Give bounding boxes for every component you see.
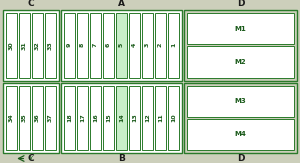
Text: M4: M4 bbox=[235, 131, 246, 137]
Bar bbox=[61, 82, 182, 153]
Bar bbox=[184, 82, 297, 153]
Bar bbox=[103, 86, 114, 150]
Text: 30: 30 bbox=[9, 41, 14, 50]
Bar bbox=[90, 86, 101, 150]
Bar bbox=[187, 119, 294, 150]
Bar bbox=[77, 86, 88, 150]
Bar bbox=[142, 86, 153, 150]
Bar bbox=[90, 13, 101, 77]
Text: 34: 34 bbox=[9, 113, 14, 122]
Text: 32: 32 bbox=[35, 41, 40, 50]
Text: 11: 11 bbox=[158, 113, 163, 122]
Bar bbox=[129, 13, 140, 77]
Text: 10: 10 bbox=[171, 113, 176, 122]
Bar bbox=[187, 13, 294, 44]
Bar bbox=[6, 13, 17, 77]
Bar bbox=[19, 13, 30, 77]
Bar bbox=[64, 86, 75, 150]
Bar bbox=[116, 13, 127, 77]
Text: D: D bbox=[237, 0, 244, 8]
Bar bbox=[103, 13, 114, 77]
Bar bbox=[32, 13, 43, 77]
Bar bbox=[168, 86, 179, 150]
Bar bbox=[184, 10, 297, 81]
Text: 12: 12 bbox=[145, 113, 150, 122]
Text: 16: 16 bbox=[93, 113, 98, 122]
Text: 2: 2 bbox=[158, 43, 163, 47]
Text: M2: M2 bbox=[235, 59, 246, 65]
Text: 9: 9 bbox=[67, 43, 72, 47]
Text: M3: M3 bbox=[235, 98, 246, 104]
Text: 14: 14 bbox=[119, 113, 124, 122]
Text: 6: 6 bbox=[106, 43, 111, 47]
Bar bbox=[3, 10, 59, 81]
Text: x: x bbox=[28, 156, 32, 162]
Text: 36: 36 bbox=[35, 113, 40, 122]
Bar bbox=[129, 86, 140, 150]
Bar bbox=[168, 13, 179, 77]
Text: 5: 5 bbox=[119, 43, 124, 47]
Bar bbox=[187, 46, 294, 77]
Text: 1: 1 bbox=[171, 43, 176, 47]
Bar bbox=[64, 13, 75, 77]
Text: 33: 33 bbox=[48, 41, 53, 50]
Bar bbox=[19, 86, 30, 150]
Text: B: B bbox=[118, 154, 125, 163]
Bar bbox=[116, 86, 127, 150]
Text: D: D bbox=[237, 154, 244, 163]
Text: 3: 3 bbox=[145, 43, 150, 47]
Bar bbox=[3, 82, 59, 153]
Bar bbox=[155, 13, 166, 77]
Bar bbox=[77, 13, 88, 77]
Text: A: A bbox=[118, 0, 125, 8]
Text: M1: M1 bbox=[235, 26, 246, 32]
Text: 18: 18 bbox=[67, 113, 72, 122]
Text: 13: 13 bbox=[132, 113, 137, 122]
Text: 35: 35 bbox=[22, 113, 27, 122]
Text: C: C bbox=[28, 154, 34, 163]
Bar bbox=[45, 13, 56, 77]
Text: 37: 37 bbox=[48, 113, 53, 122]
Bar bbox=[6, 86, 17, 150]
Text: 8: 8 bbox=[80, 43, 85, 47]
Text: 4: 4 bbox=[132, 43, 137, 47]
Bar bbox=[187, 86, 294, 117]
Text: 15: 15 bbox=[106, 113, 111, 122]
Text: C: C bbox=[28, 0, 34, 8]
Bar bbox=[142, 13, 153, 77]
Text: 31: 31 bbox=[22, 41, 27, 50]
Bar bbox=[32, 86, 43, 150]
Text: 7: 7 bbox=[93, 43, 98, 47]
Text: 17: 17 bbox=[80, 113, 85, 122]
Bar bbox=[155, 86, 166, 150]
Bar bbox=[61, 10, 182, 81]
Bar bbox=[45, 86, 56, 150]
